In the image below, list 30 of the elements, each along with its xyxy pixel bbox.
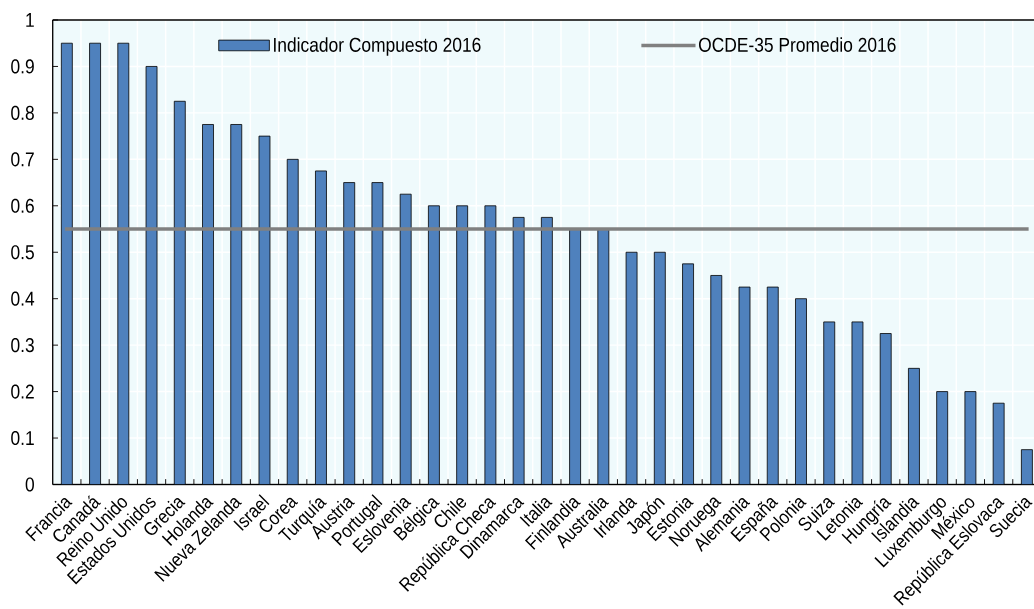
bar	[795, 298, 807, 485]
legend-label: Indicador Compuesto 2016	[274, 37, 481, 56]
y-tick-label: 0.4	[11, 291, 35, 306]
y-tick-label: 0.9	[11, 59, 34, 74]
bar	[936, 391, 949, 485]
bar	[766, 286, 779, 485]
bar	[597, 228, 610, 485]
bar	[653, 251, 666, 485]
y-tick-label: 0.5	[11, 245, 34, 260]
y-tick-label: 0	[25, 477, 34, 492]
bar	[230, 124, 243, 485]
y-tick-label: 0.3	[11, 338, 34, 353]
legend-label: OCDE-35 Promedio 2016	[698, 37, 896, 52]
y-tick-label: 0.2	[11, 384, 34, 399]
bar	[202, 124, 214, 485]
y-tick-label: 0.8	[11, 105, 34, 120]
bar	[823, 321, 836, 485]
bar	[682, 263, 694, 485]
bar	[908, 367, 920, 485]
y-tick-label: 0.7	[11, 152, 34, 167]
y-tick-label: 0.1	[11, 430, 34, 446]
bar	[569, 228, 581, 485]
y-tick-label: 1	[26, 13, 34, 27]
bar	[879, 333, 892, 485]
bar	[89, 42, 101, 485]
bar	[173, 100, 186, 485]
bar	[117, 42, 130, 485]
bar	[60, 42, 73, 485]
bar	[710, 275, 723, 485]
y-tick-label: 0.6	[11, 198, 34, 213]
